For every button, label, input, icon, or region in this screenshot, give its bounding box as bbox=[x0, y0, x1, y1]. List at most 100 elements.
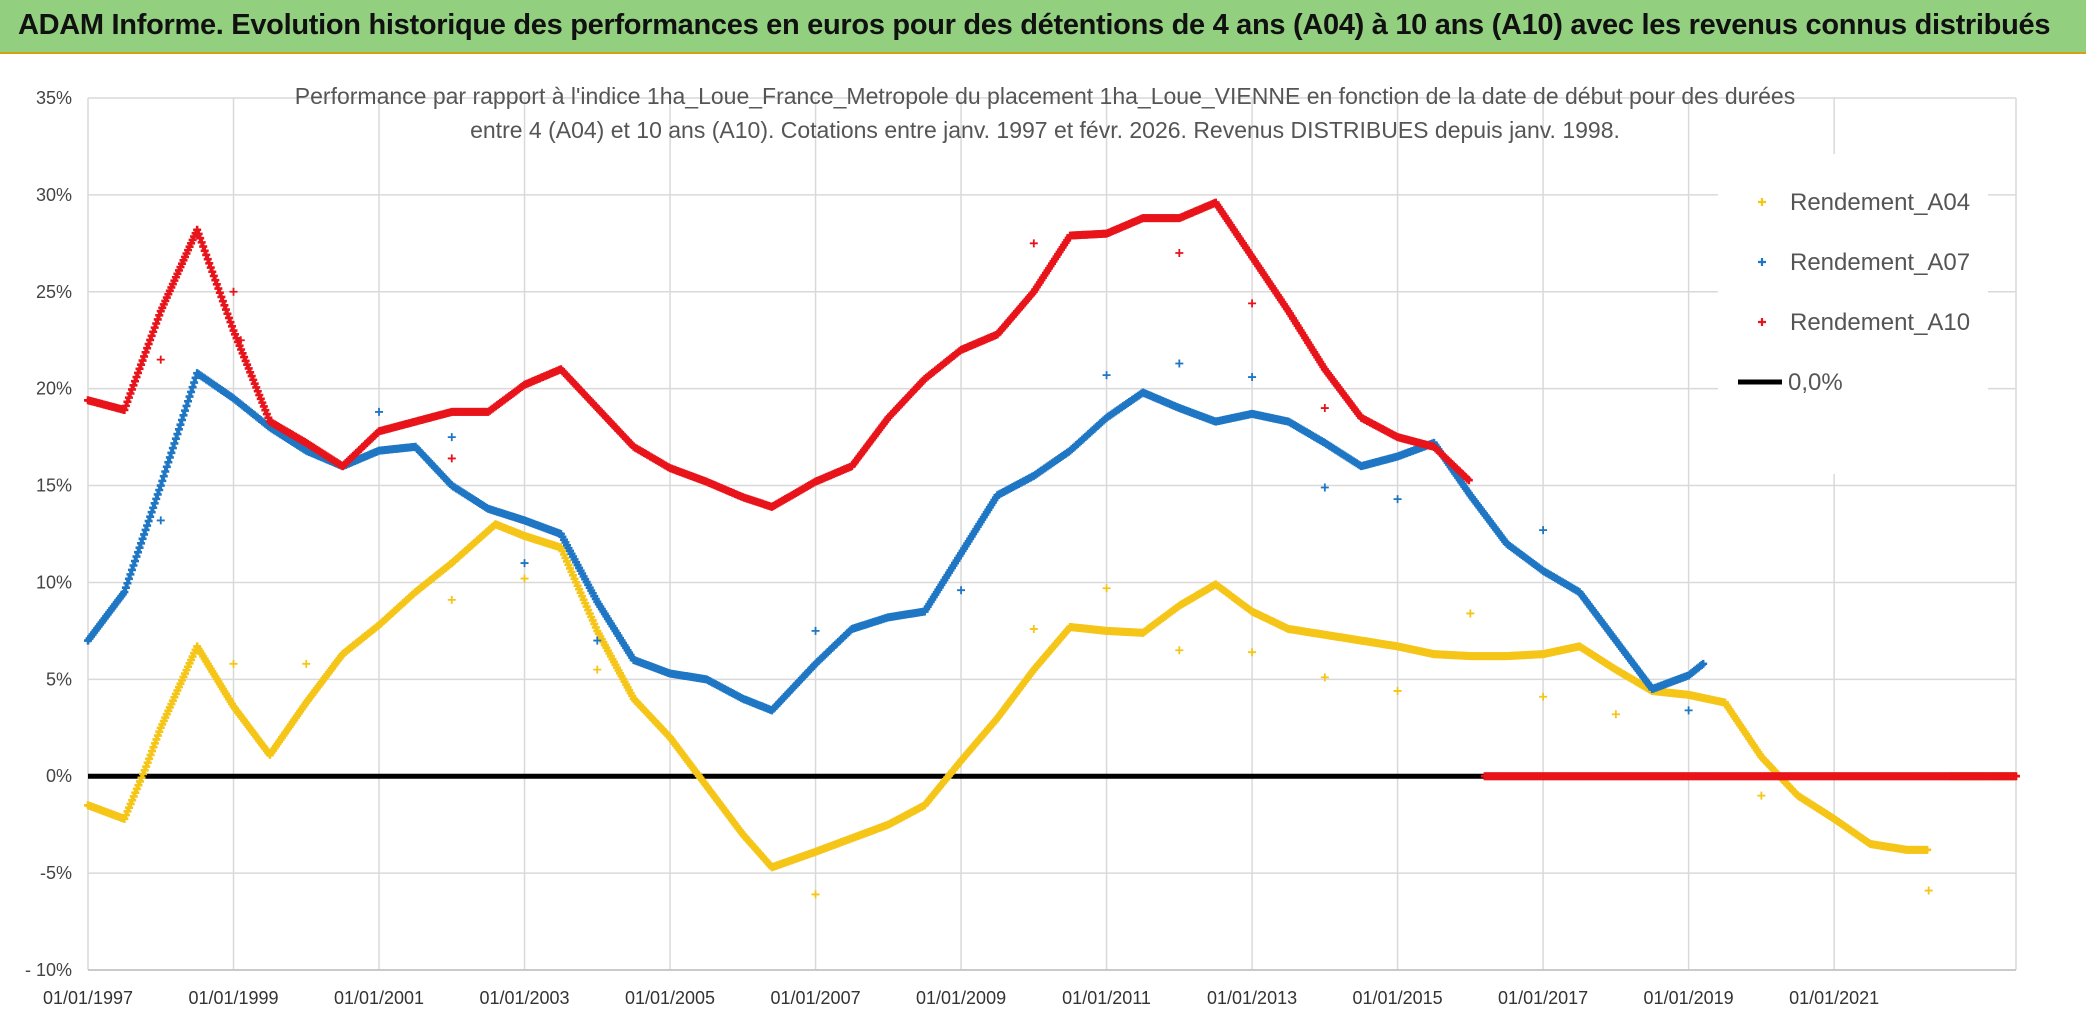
outlier-point bbox=[520, 574, 529, 583]
data-point bbox=[140, 530, 149, 539]
data-point bbox=[153, 490, 162, 499]
series-Rendement_A10 bbox=[84, 198, 2020, 781]
outlier-point bbox=[1320, 483, 1329, 492]
data-point bbox=[130, 557, 139, 566]
outlier-point bbox=[156, 355, 165, 364]
data-point bbox=[209, 271, 218, 280]
outlier-point bbox=[1393, 495, 1402, 504]
x-tick-label: 01/01/2007 bbox=[771, 988, 861, 1008]
outlier-point bbox=[1248, 373, 1257, 382]
data-point bbox=[143, 521, 152, 530]
series-Rendement_A04 bbox=[84, 520, 2020, 872]
data-point bbox=[176, 420, 185, 429]
outlier-point bbox=[1102, 371, 1111, 380]
data-point bbox=[149, 327, 158, 336]
data-point bbox=[129, 381, 138, 390]
data-point bbox=[121, 401, 130, 410]
outlier-point bbox=[156, 516, 165, 525]
outlier-point bbox=[1611, 710, 1620, 719]
y-tick-label: -5% bbox=[40, 863, 72, 883]
legend-label: Rendement_A04 bbox=[1790, 189, 1970, 216]
data-point bbox=[197, 238, 206, 247]
data-point bbox=[132, 552, 141, 561]
data-point bbox=[226, 318, 235, 327]
series-layer bbox=[84, 198, 2020, 899]
data-point bbox=[200, 246, 209, 255]
data-point bbox=[221, 305, 230, 314]
x-tick-label: 01/01/2001 bbox=[334, 988, 424, 1008]
data-point bbox=[208, 267, 217, 276]
legend-label: 0,0% bbox=[1788, 369, 1843, 396]
data-point bbox=[167, 448, 176, 457]
data-point bbox=[185, 392, 194, 401]
data-point bbox=[141, 348, 150, 357]
outlier-point bbox=[1393, 686, 1402, 695]
legend-label: Rendement_A07 bbox=[1790, 249, 1970, 276]
x-tick-label: 01/01/1997 bbox=[43, 988, 133, 1008]
data-point bbox=[135, 543, 144, 552]
data-point bbox=[121, 583, 130, 592]
data-point bbox=[188, 383, 197, 392]
y-tick-label: - 10% bbox=[25, 960, 72, 980]
y-tick-label: 10% bbox=[36, 572, 72, 592]
outlier-point bbox=[447, 454, 456, 463]
data-point bbox=[124, 393, 133, 402]
data-point bbox=[120, 405, 129, 414]
outlier-point bbox=[1684, 706, 1693, 715]
y-tick-label: 15% bbox=[36, 476, 72, 496]
y-tick-label: 20% bbox=[36, 379, 72, 399]
x-tick-label: 01/01/2013 bbox=[1207, 988, 1297, 1008]
chart-title-line-1: Performance par rapport à l'indice 1ha_L… bbox=[295, 83, 1795, 109]
outlier-point bbox=[811, 890, 820, 899]
report-banner: ADAM Informe. Evolution historique des p… bbox=[0, 0, 2086, 54]
data-point bbox=[120, 588, 129, 597]
data-point bbox=[141, 525, 150, 534]
data-point bbox=[146, 335, 155, 344]
legend-box bbox=[1718, 154, 1988, 474]
data-point bbox=[126, 570, 135, 579]
data-point bbox=[184, 397, 193, 406]
y-tick-label: 5% bbox=[46, 669, 72, 689]
data-point bbox=[1923, 845, 1932, 854]
data-point bbox=[147, 508, 156, 517]
performance-chart: - 10% -5% 0% 5% 10% 15% 20% 25% 30% 35% 01/01/1997… bbox=[0, 54, 2086, 1031]
data-point bbox=[130, 377, 139, 386]
outlier-point bbox=[1029, 624, 1038, 633]
data-point bbox=[162, 462, 171, 471]
x-tick-label: 01/01/2019 bbox=[1644, 988, 1734, 1008]
data-point bbox=[129, 561, 138, 570]
data-point bbox=[138, 356, 147, 365]
data-point bbox=[135, 364, 144, 373]
chart-title-line-2: entre 4 (A04) et 10 ans (A10). Cotations… bbox=[470, 117, 1620, 143]
x-tick-label: 01/01/2021 bbox=[1789, 988, 1879, 1008]
y-tick-label: 25% bbox=[36, 282, 72, 302]
outlier-point bbox=[1248, 648, 1257, 657]
data-point bbox=[137, 539, 146, 548]
data-point bbox=[168, 444, 177, 453]
data-point bbox=[1464, 476, 1473, 485]
data-point bbox=[202, 250, 211, 259]
x-tick-label: 01/01/2009 bbox=[916, 988, 1006, 1008]
data-point bbox=[190, 378, 199, 387]
outlier-point bbox=[811, 626, 820, 635]
data-point bbox=[127, 385, 136, 394]
outlier-point bbox=[1029, 239, 1038, 248]
legend-swatch-marker bbox=[1758, 318, 1766, 326]
data-point bbox=[206, 263, 215, 272]
outlier-point bbox=[229, 287, 238, 296]
y-tick-label: 30% bbox=[36, 185, 72, 205]
outlier-point bbox=[593, 636, 602, 645]
y-tick-label: 35% bbox=[36, 88, 72, 108]
data-point bbox=[227, 322, 236, 331]
data-point bbox=[196, 234, 205, 243]
data-point bbox=[223, 309, 232, 318]
data-point bbox=[203, 255, 212, 264]
data-point bbox=[155, 485, 164, 494]
data-point bbox=[159, 472, 168, 481]
data-point bbox=[152, 319, 161, 328]
data-point bbox=[212, 280, 221, 289]
outlier-point bbox=[375, 407, 384, 416]
legend: Rendement_A04 Rendement_A07 Rendement_A10 0… bbox=[1738, 189, 1970, 396]
x-tick-label: 01/01/1999 bbox=[188, 988, 278, 1008]
outliers-Rendement_A04 bbox=[229, 574, 1933, 899]
